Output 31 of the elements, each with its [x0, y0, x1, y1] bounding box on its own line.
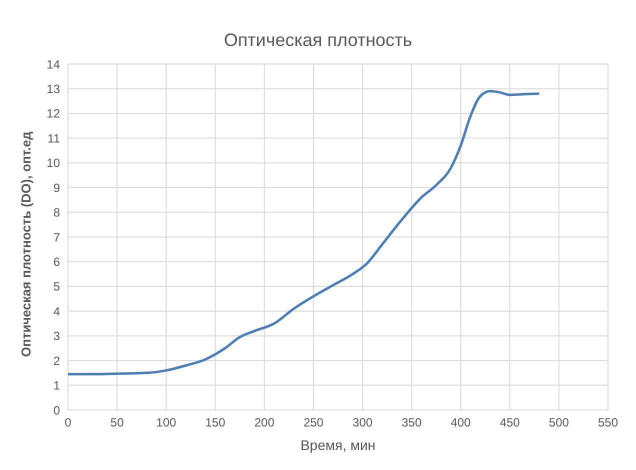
y-tick-label: 14 [46, 57, 60, 72]
x-tick-label: 550 [598, 416, 618, 430]
x-tick-label: 350 [402, 416, 422, 430]
x-tick-label: 300 [352, 416, 373, 430]
y-tick-label: 3 [53, 329, 60, 344]
line-series [68, 90, 541, 376]
y-tick-label: 8 [53, 206, 60, 220]
x-tick-label: 400 [450, 416, 472, 430]
y-tick-label: 10 [46, 156, 60, 170]
x-tick-label: 150 [205, 416, 226, 430]
x-tick-label: 500 [548, 416, 570, 430]
y-tick-label: 2 [53, 354, 60, 368]
x-tick-label: 450 [500, 416, 520, 430]
y-tick-label: 13 [46, 82, 60, 96]
y-tick-label: 1 [53, 378, 60, 393]
x-tick-label: 200 [254, 416, 275, 430]
x-tick-label: 0 [64, 416, 72, 430]
y-tick-label: 7 [53, 230, 60, 244]
y-axis-title: Оптическая плотность (DO), опт.ед [18, 130, 34, 357]
x-axis-title: Время, мин [300, 437, 376, 453]
y-tick-label: 12 [46, 106, 60, 121]
y-tick-label: 11 [48, 131, 60, 146]
y-tick-label: 5 [53, 280, 60, 294]
y-tick-label: 6 [53, 254, 60, 269]
chart-title: Оптическая плотность [224, 30, 412, 50]
x-tick-label: 50 [110, 416, 124, 430]
y-tick-label: 4 [53, 304, 60, 318]
x-tick-label: 250 [303, 416, 324, 430]
y-tick-label: 9 [53, 180, 60, 195]
x-tick-label: 100 [156, 416, 177, 430]
y-tick-label: 0 [53, 403, 60, 418]
